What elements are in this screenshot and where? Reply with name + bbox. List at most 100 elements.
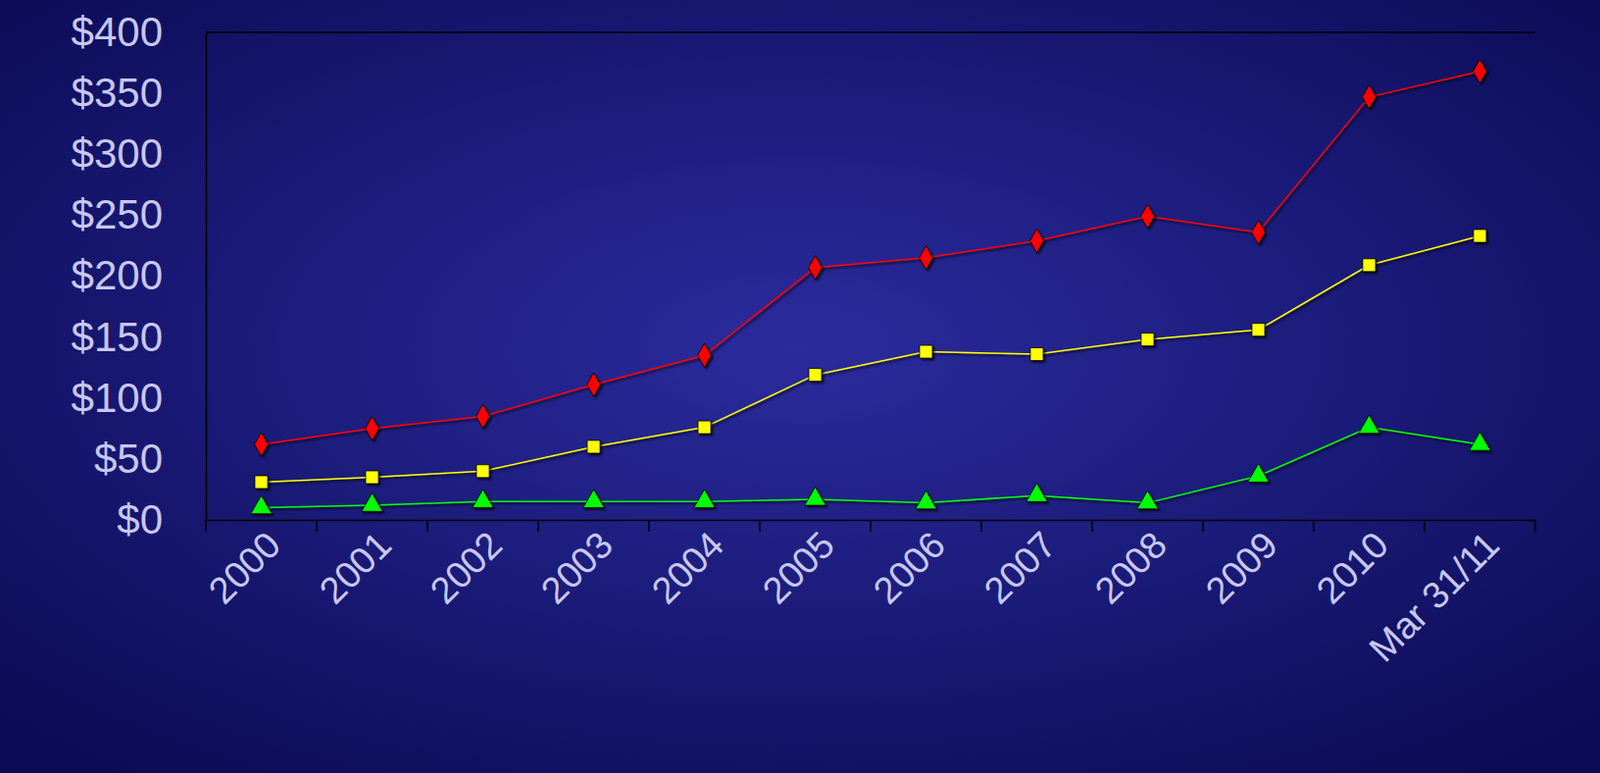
series-marker [804,486,826,505]
x-tick: 2007 [976,519,1064,611]
y-tick-label: $100 [71,374,163,421]
series-marker [476,464,490,478]
y-tick-label: $400 [71,8,163,55]
x-divider [204,519,207,532]
x-tick: 2009 [1198,519,1286,611]
series-marker [365,470,379,484]
background [0,0,1600,773]
series-marker [1029,228,1044,252]
x-tick: 2008 [1087,519,1175,611]
series-marker [697,343,711,367]
y-tick-label: $150 [71,313,163,360]
series-marker [698,420,711,434]
y-tick: $150 [71,313,206,360]
x-tick-label: Mar 31/11 [1360,523,1507,670]
x-axis: 200020012002 2003 200420052006 2007 2008 2009… [200,519,1537,670]
series-marker [918,246,933,270]
x-tick: 2004 [644,519,732,611]
x-divider [426,519,429,532]
y-tick-label: $350 [71,69,163,116]
series-line [261,235,1481,482]
series-marker [1141,333,1154,347]
series-marker [1250,220,1265,245]
y-tick: $300 [71,130,206,177]
series-marker [1361,85,1376,109]
y-axis-line [205,33,208,521]
series-marker [807,255,822,280]
series-marker [1137,490,1158,509]
x-tick-label: 2000 [200,523,289,611]
x-divider [980,519,983,532]
series-marker [694,489,715,508]
series-marker [586,372,600,397]
y-tick: $350 [71,69,206,116]
x-tick: 2001 [311,519,400,611]
x-tick-label: 2005 [754,523,843,611]
x-divider [1201,519,1204,532]
y-tick-label: $200 [71,251,163,299]
y-tick: $400 [71,8,206,55]
x-dividers [205,519,1536,532]
x-tick: 2010 [1308,519,1397,611]
y-tick: $100 [71,374,206,421]
series-marker [1473,229,1487,243]
series-marker [361,493,383,512]
y-tick-label: $300 [71,130,163,177]
x-divider [1091,519,1094,532]
y-tick: $200 [71,251,206,299]
plot-frame [205,31,1536,34]
x-divider [869,519,872,532]
series-line [261,71,1481,445]
x-divider [1312,519,1315,532]
plot-area [250,59,1491,514]
x-tick: 2005 [754,519,843,611]
series-marker [1248,463,1269,483]
x-divider [1423,519,1426,532]
x-tick-label: 2002 [422,523,510,611]
x-divider [758,519,761,532]
series-marker [915,490,937,509]
series-marker [250,495,272,514]
x-divider [315,519,318,532]
series-marker [919,345,933,358]
y-tick: $250 [71,191,206,238]
series-marker [1030,348,1044,361]
y-tick-label: $250 [71,191,163,238]
x-tick: 2002 [422,519,510,611]
series-marker [364,416,379,441]
x-tick: Mar 31/11 [1360,519,1507,670]
series-line [261,427,1481,508]
x-tick-label: 2010 [1308,523,1397,611]
series-marker [472,489,494,508]
series-marker [1472,59,1487,84]
series-marker [1251,323,1265,337]
x-divider [537,519,540,532]
x-divider [1534,519,1537,532]
y-tick-label: $0 [116,496,163,543]
series-marker [1026,483,1048,502]
x-tick-label: 2003 [533,523,621,611]
x-tick: 2000 [200,519,289,611]
series-marker [1362,258,1376,272]
y-axis: $0 $50 $100 $150 $200 $250 $300 $350 $400 [71,8,207,543]
series-marker [1358,414,1380,434]
y-tick: $50 [94,435,206,482]
series-marker [1469,432,1491,451]
x-tick-label: 2006 [865,523,953,611]
series-marker [587,440,600,453]
series-marker [475,403,490,428]
series-marker [254,475,268,489]
x-divider [648,519,650,532]
y-tick-label: $50 [94,435,163,482]
x-tick-label: 2008 [1087,523,1175,611]
series-marker [253,432,268,456]
x-tick-label: 2001 [311,523,400,611]
chart: $0$50$100$150$200$250$300$350$4002000200… [0,0,1600,773]
series-marker [1140,203,1154,228]
x-tick: 2006 [865,519,953,611]
x-tick-label: 2007 [976,523,1064,611]
x-tick-label: 2009 [1198,523,1286,611]
y-tick: $0 [116,496,206,543]
x-tick-label: 2004 [644,523,732,611]
series-marker [583,489,604,508]
